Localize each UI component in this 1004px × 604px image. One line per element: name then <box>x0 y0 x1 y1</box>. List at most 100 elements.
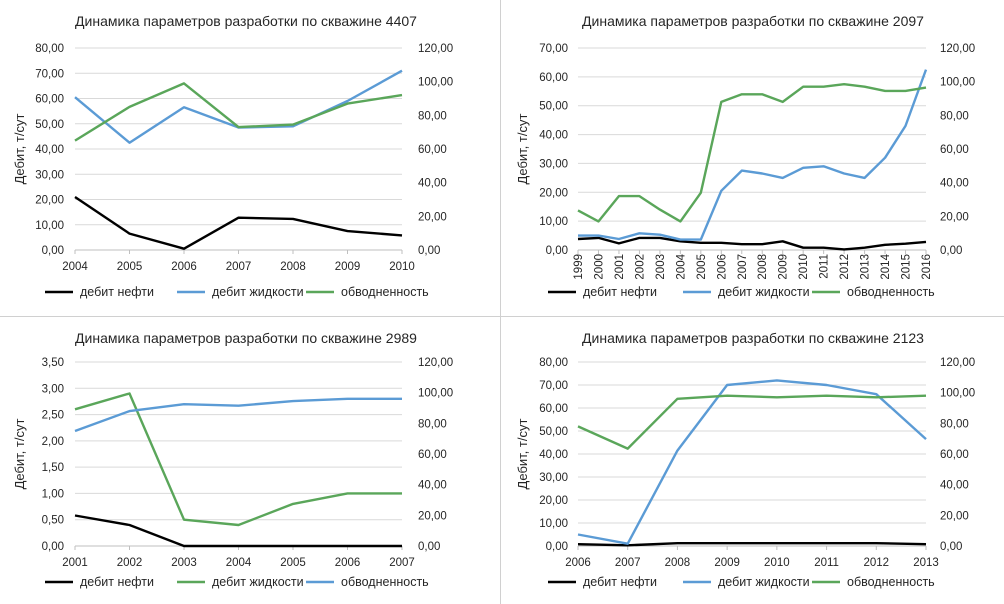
y2-tick-label: 0,00 <box>418 541 440 553</box>
chart-title: Динамика параметров разработки по скважи… <box>75 330 417 346</box>
x-tick-label: 2011 <box>814 557 839 569</box>
x-tick-label: 2006 <box>171 261 197 273</box>
x-tick-label: 2008 <box>665 557 691 569</box>
x-tick-label: 2004 <box>62 261 88 273</box>
series-line-2 <box>74 392 402 527</box>
y-tick-label: 30,00 <box>539 158 568 170</box>
x-tick-label: 2005 <box>280 557 306 569</box>
y2-tick-label: 0,00 <box>418 245 440 257</box>
x-tick-label: 2008 <box>280 261 306 273</box>
series-line-2 <box>577 379 927 545</box>
x-tick-label: 2007 <box>226 261 252 273</box>
chart-2: Динамика параметров разработки по скважи… <box>515 13 975 299</box>
y-tick-label: 80,00 <box>35 43 64 55</box>
x-tick-label: 2002 <box>117 557 143 569</box>
y-tick-label: 50,00 <box>539 101 568 113</box>
x-tick-label: 2006 <box>716 254 728 280</box>
x-tick-label: 1999 <box>573 254 585 280</box>
y2-tick-label: 100,00 <box>418 388 453 400</box>
y-tick-label: 70,00 <box>35 68 64 80</box>
x-tick-label: 2008 <box>757 254 769 280</box>
y-tick-label: 40,00 <box>539 130 568 142</box>
x-tick-label: 2009 <box>714 557 740 569</box>
x-tick-label: 2000 <box>593 254 605 280</box>
panel-divider-vertical <box>500 0 501 604</box>
series-line-3 <box>74 397 402 433</box>
y-tick-label: 70,00 <box>539 43 568 55</box>
x-tick-label: 2007 <box>737 254 749 280</box>
y2-tick-label: 60,00 <box>940 449 969 461</box>
y2-tick-label: 80,00 <box>418 110 447 122</box>
y2-tick-label: 0,00 <box>940 541 962 553</box>
chart-title: Динамика параметров разработки по скважи… <box>582 330 924 346</box>
y-tick-label: 60,00 <box>539 403 568 415</box>
y2-tick-label: 80,00 <box>940 110 969 122</box>
y-tick-label: 10,00 <box>35 220 64 232</box>
y2-tick-label: 20,00 <box>940 211 969 223</box>
y2-tick-label: 80,00 <box>940 418 969 430</box>
y2-tick-label: 120,00 <box>418 357 453 369</box>
y-tick-label: 0,00 <box>546 541 568 553</box>
y2-tick-label: 0,00 <box>940 245 962 257</box>
y2-tick-label: 100,00 <box>940 388 975 400</box>
y-tick-label: 50,00 <box>35 119 64 131</box>
y2-tick-label: 40,00 <box>418 178 447 190</box>
x-tick-label: 2004 <box>226 557 252 569</box>
x-tick-label: 2012 <box>863 557 889 569</box>
x-tick-label: 2001 <box>62 557 88 569</box>
x-tick-label: 2010 <box>764 557 790 569</box>
x-tick-label: 2005 <box>117 261 143 273</box>
y-tick-label: 1,50 <box>42 462 64 474</box>
chart-title: Динамика параметров разработки по скважи… <box>75 13 417 29</box>
x-tick-label: 2005 <box>696 254 708 280</box>
y2-tick-label: 40,00 <box>940 178 969 190</box>
y-tick-label: 20,00 <box>539 187 568 199</box>
y2-tick-label: 40,00 <box>940 480 969 492</box>
y-tick-label: 3,50 <box>42 357 64 369</box>
y-tick-label: 60,00 <box>539 72 568 84</box>
y-tick-label: 2,50 <box>42 410 64 422</box>
y-tick-label: 20,00 <box>35 195 64 207</box>
y-tick-label: 30,00 <box>539 472 568 484</box>
chart-3: Динамика параметров разработки по скважи… <box>12 330 453 589</box>
y-axis-label: Дебит, т/сут <box>12 114 27 185</box>
series-line-3 <box>74 82 403 142</box>
y-tick-label: 40,00 <box>539 449 568 461</box>
legend-label: обводненность <box>847 575 935 589</box>
x-tick-label: 2001 <box>614 254 626 280</box>
y2-tick-label: 80,00 <box>418 418 447 430</box>
y-tick-label: 60,00 <box>35 94 64 106</box>
x-tick-label: 2003 <box>171 557 197 569</box>
x-tick-label: 2007 <box>389 557 415 569</box>
y-tick-label: 20,00 <box>539 495 568 507</box>
legend-label: обводненность <box>341 575 429 589</box>
y-tick-label: 80,00 <box>539 357 568 369</box>
y2-tick-label: 20,00 <box>940 510 969 522</box>
legend-label: дебит нефти <box>80 575 154 589</box>
y-tick-label: 10,00 <box>539 518 568 530</box>
y-tick-label: 10,00 <box>539 216 568 228</box>
x-tick-label: 2003 <box>655 254 667 280</box>
legend-label: дебит жидкости <box>718 285 810 299</box>
legend-label: дебит жидкости <box>212 285 304 299</box>
y-axis-label: Дебит, т/сут <box>515 419 530 490</box>
y2-tick-label: 20,00 <box>418 211 447 223</box>
series-line-2 <box>578 69 928 241</box>
panel-divider-horizontal <box>0 316 1004 317</box>
legend-label: дебит жидкости <box>718 575 810 589</box>
y-tick-label: 30,00 <box>35 169 64 181</box>
y-tick-label: 0,00 <box>42 245 64 257</box>
series-line-2 <box>74 69 403 144</box>
x-tick-label: 2011 <box>819 254 831 279</box>
y-tick-label: 70,00 <box>539 380 568 392</box>
chart-4: Динамика параметров разработки по скважи… <box>515 330 975 589</box>
y2-tick-label: 40,00 <box>418 480 447 492</box>
y-tick-label: 0,50 <box>42 515 64 527</box>
x-tick-label: 2002 <box>634 254 646 280</box>
x-tick-label: 2009 <box>335 261 361 273</box>
y-tick-label: 1,00 <box>42 488 64 500</box>
y2-tick-label: 60,00 <box>418 449 447 461</box>
x-tick-label: 2006 <box>565 557 591 569</box>
y2-tick-label: 100,00 <box>940 77 975 89</box>
